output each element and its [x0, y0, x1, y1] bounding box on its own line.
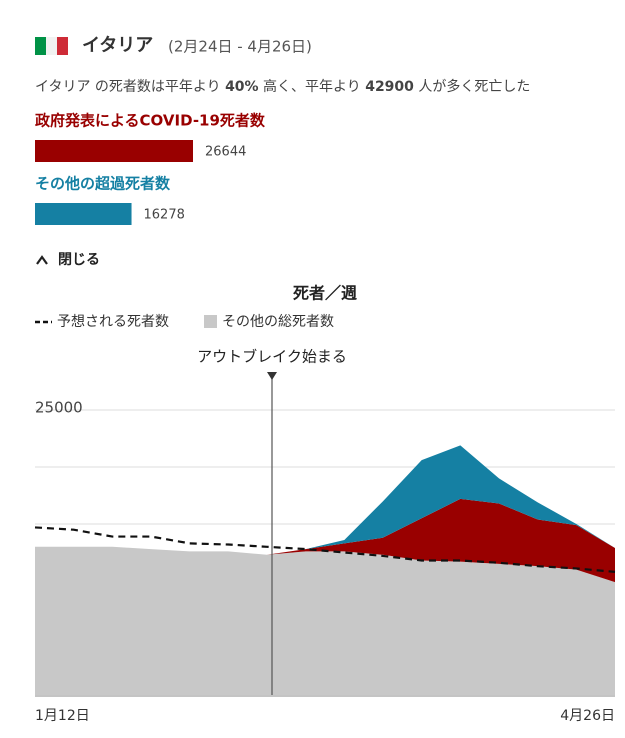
summary-text: 人が多く死亡した [414, 78, 530, 95]
total-value: 26644 [205, 145, 246, 160]
total-value: 16278 [144, 208, 185, 223]
annotation-arrow [267, 372, 277, 380]
toggle[interactable]: 閉じる [36, 252, 100, 268]
total-bar [35, 203, 132, 225]
summary: イタリア の死者数は平年より 40% 高く、平年より 42900 人が多く死亡し… [35, 78, 530, 95]
y-tick-label: 25000 [35, 399, 83, 417]
summary-text: イタリア の死者数は平年より [35, 79, 225, 95]
flag-red [57, 37, 68, 55]
country-name: イタリア [82, 35, 153, 56]
flag-green [35, 37, 46, 55]
summary-number: 40% [225, 79, 259, 95]
x-tick-label: 1月12日 [35, 708, 90, 724]
expected-line [34, 526, 616, 573]
toggle-label[interactable]: 閉じる [58, 252, 100, 268]
legend-swatch [204, 315, 217, 328]
x-tick-label: 4月26日 [560, 708, 615, 724]
area [35, 445, 615, 555]
chart-title: 死者／週 [293, 284, 357, 303]
flag-white [46, 37, 57, 55]
total-bar [35, 140, 193, 162]
summary-number: 42900 [365, 79, 414, 95]
summary-text: 高く、平年より [259, 78, 366, 95]
legend-label: 予想される死者数 [57, 314, 169, 330]
totals: 政府発表によるCOVID-19死者数 26644 その他の超過死者数 16278 [35, 112, 266, 225]
legend-label: その他の総死者数 [222, 314, 334, 330]
annotation-text: アウトブレイク始まる [197, 348, 347, 366]
total-label: その他の超過死者数 [35, 175, 171, 193]
total-label: 政府発表によるCOVID-19死者数 [35, 112, 266, 130]
caret-icon [36, 255, 48, 265]
area [35, 546, 615, 695]
period: (2月24日 - 4月26日) [168, 38, 312, 56]
